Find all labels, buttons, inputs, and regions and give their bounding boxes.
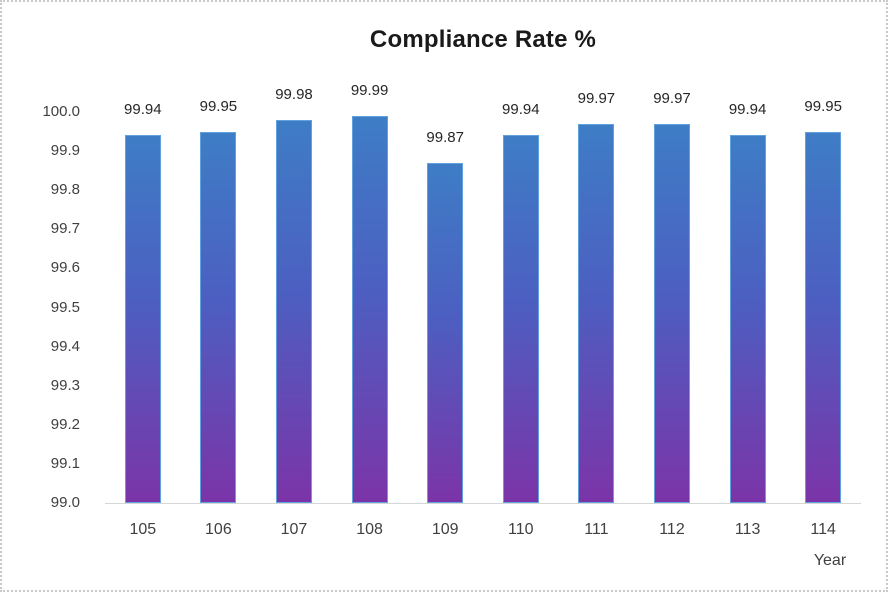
y-tick-label: 99.1 bbox=[50, 454, 80, 472]
bar-slot: 99.94 bbox=[710, 101, 786, 503]
chart-title: Compliance Rate % bbox=[369, 26, 597, 53]
bar-slot: 99.94 bbox=[483, 101, 559, 503]
bar-slot: 99.99 bbox=[332, 82, 408, 503]
plot-area: 99.94 99.95 99.98 99.99 99.87 99.94 99.97 99.97… bbox=[105, 82, 861, 504]
bar-111 bbox=[578, 124, 615, 503]
x-tick-label: 110 bbox=[508, 521, 534, 538]
bar-slot: 99.94 bbox=[105, 101, 181, 503]
bar-value-label: 99.87 bbox=[426, 129, 464, 146]
bar-slot: 99.95 bbox=[785, 98, 861, 503]
bar-112 bbox=[653, 124, 690, 503]
bar-107 bbox=[275, 120, 312, 503]
bar-110 bbox=[502, 135, 539, 503]
bar-slot: 99.97 bbox=[634, 90, 710, 503]
y-tick-label: 99.4 bbox=[50, 337, 80, 355]
bar-value-label: 99.94 bbox=[502, 101, 540, 118]
x-tick-label: 106 bbox=[205, 521, 232, 538]
bar-slot: 99.95 bbox=[181, 98, 257, 503]
y-tick-label: 99.7 bbox=[50, 220, 80, 238]
bar-105 bbox=[124, 135, 161, 503]
x-tick-label: 114 bbox=[810, 521, 836, 538]
bar-114 bbox=[805, 132, 842, 503]
bar-slot: 99.87 bbox=[407, 112, 483, 503]
bar-slot: 99.97 bbox=[559, 90, 635, 503]
y-tick-label: 99.2 bbox=[50, 415, 80, 433]
bar-value-label: 99.99 bbox=[350, 82, 389, 99]
x-tick-label: 107 bbox=[280, 521, 308, 538]
bar-value-label: 99.97 bbox=[653, 90, 691, 107]
y-tick-label: 99.6 bbox=[50, 259, 80, 277]
x-tick-label: 109 bbox=[431, 521, 459, 538]
bar-slot: 99.98 bbox=[256, 86, 332, 503]
x-axis-title: Year bbox=[813, 552, 847, 569]
bar-value-label: 99.97 bbox=[577, 90, 616, 107]
bar-106 bbox=[200, 132, 237, 503]
y-tick-label: 99.8 bbox=[50, 181, 80, 199]
bar-value-label: 99.95 bbox=[199, 98, 238, 115]
bar-113 bbox=[729, 135, 766, 503]
x-tick-label: 112 bbox=[659, 521, 685, 538]
y-axis: 100.0 99.9 99.8 99.7 99.6 99.5 99.4 99.3 99.2 99.… bbox=[18, 2, 80, 590]
bar-value-label: 99.98 bbox=[275, 86, 313, 103]
y-tick-label: 99.0 bbox=[50, 494, 80, 511]
x-tick-label: 111 bbox=[584, 521, 609, 538]
y-tick-label: 100.0 bbox=[42, 103, 80, 120]
x-tick-label: 108 bbox=[356, 521, 383, 538]
y-tick-label: 99.3 bbox=[50, 376, 80, 394]
y-tick-label: 99.9 bbox=[50, 142, 80, 160]
y-tick-label: 99.5 bbox=[50, 298, 80, 316]
bar-109 bbox=[427, 163, 464, 503]
x-tick-label: 105 bbox=[129, 521, 157, 538]
bar-value-label: 99.95 bbox=[804, 98, 842, 115]
x-axis: 105 106 107 108 109 110 111 112 113 114 bbox=[105, 517, 861, 543]
x-tick-label: 113 bbox=[734, 521, 761, 538]
bar-value-label: 99.94 bbox=[728, 101, 767, 118]
bar-value-label: 99.94 bbox=[124, 101, 162, 118]
bar-108 bbox=[351, 116, 388, 503]
